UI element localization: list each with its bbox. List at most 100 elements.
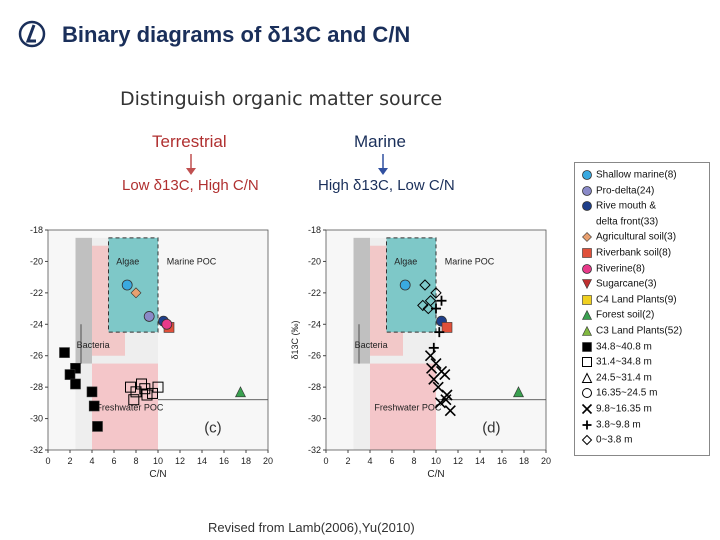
legend-item: 34.8~40.8 m [581,341,652,353]
y-tick-label: -30 [308,414,321,424]
legend-label: Riverbank soil(8) [596,247,672,259]
data-point [422,302,435,315]
legend-label: 24.5~31.4 m [596,372,652,384]
terrestrial-desc: Low δ13C, High C/N [122,177,259,194]
legend-label: Agricultural soil(3) [596,231,677,243]
square-icon [582,294,592,305]
legend-label: 0~3.8 m [596,434,633,446]
legend: Shallow marine(8) Pro-delta(24) Rive mouth… [574,162,710,456]
x-tick-label: 10 [153,456,163,466]
x-tick-label: 8 [411,456,416,466]
freshwater-poc-label: Freshwater POC [96,403,164,413]
x-tick-label: 0 [323,456,328,466]
triangle-open-icon [581,372,593,383]
x-tick-label: 16 [219,456,229,466]
data-point [430,287,442,299]
data-point [439,369,451,381]
y-tick-label: -22 [30,288,43,298]
legend-label: Pro-delta(24) [596,185,655,197]
legend-label: 9.8~16.35 m [596,403,652,415]
square-icon [582,341,592,352]
marine-desc: High δ13C, Low C/N [318,177,455,194]
triangle-down-icon [582,279,592,290]
legend-label: delta front(33) [596,216,659,228]
marine-label: Marine [354,132,406,151]
algae-label: Algae [116,257,139,267]
legend-symbol [582,341,592,352]
legend-symbol [582,325,592,336]
data-point [434,397,446,409]
legend-symbol [582,294,592,305]
caption: Revised from Lamb(2006),Yu(2010) [208,520,415,535]
x-tick-label: 16 [497,456,507,466]
none-icon [581,216,593,228]
legend-item: Shallow marine(8) [581,169,677,181]
freshwater-poc-region [92,363,158,450]
data-point [143,311,155,322]
freshwater-poc-label: Freshwater POC [374,403,442,413]
x-tick-label: 12 [453,456,463,466]
y-tick-label: -24 [308,319,321,329]
data-point [92,421,103,432]
circle-icon [582,201,592,212]
legend-symbol [582,185,592,196]
legend-symbol [581,372,593,383]
legend-item: C3 Land Plants(52) [581,325,682,337]
x-tick-label: 18 [241,456,251,466]
marine-poc-label: Marine POC [167,257,217,267]
legend-item: Riverine(8) [581,263,645,275]
arrow-down-icon [378,154,388,181]
terrestrial-label: Terrestrial [152,132,227,151]
y-tick-label: -18 [30,225,43,235]
marine-poc-label: Marine POC [445,257,495,267]
data-point [419,279,431,291]
y-tick-label: -32 [30,445,43,455]
data-point [436,295,447,306]
data-point [444,405,456,417]
square-open-icon [582,357,592,368]
legend-item: 31.4~34.8 m [581,356,652,368]
y-tick-label: -24 [30,319,43,329]
y-tick-label: -20 [308,256,321,266]
data-point [70,362,81,374]
x-tick-label: 6 [389,456,394,466]
data-point [59,347,70,358]
data-point [426,362,438,374]
bacteria-region [75,237,92,364]
bacteria-label: Bacteria [77,340,110,350]
x-tick-label: 20 [263,456,273,466]
x-tick-label: 14 [197,456,207,466]
data-point [440,394,452,406]
data-point [399,279,411,291]
y-tick-label: -30 [30,414,43,424]
subtitle: Distinguish organic matter source [120,88,443,110]
diamond-open-icon [581,434,593,446]
triangle-icon [582,325,592,336]
data-point [130,287,142,299]
legend-label: Sugarcane(3) [596,278,657,290]
x-tick-label: 20 [541,456,551,466]
legend-symbol [582,263,592,274]
legend-symbol [582,279,592,290]
x-tick-label: 0 [45,456,50,466]
x-tick-label: 10 [431,456,441,466]
x-axis-label: C/N [427,469,444,480]
legend-item: Rive mouth & [581,200,656,212]
circle-icon [582,185,592,196]
legend-label: 31.4~34.8 m [596,356,652,368]
legend-label: C3 Land Plants(52) [596,325,683,337]
data-point [513,386,524,398]
circle-open-icon [582,388,592,399]
x-tick-label: 8 [133,456,138,466]
legend-symbol [581,434,593,446]
data-point [428,342,439,353]
legend-symbol [582,248,592,258]
square-icon [582,248,592,258]
algae-region [386,237,436,333]
data-point [161,318,173,330]
legend-label: C4 Land Plants(9) [596,294,677,306]
triangle-icon [582,310,592,321]
x-tick-label: 2 [67,456,72,466]
legend-item: 24.5~31.4 m [581,372,652,384]
x-icon [581,403,593,415]
